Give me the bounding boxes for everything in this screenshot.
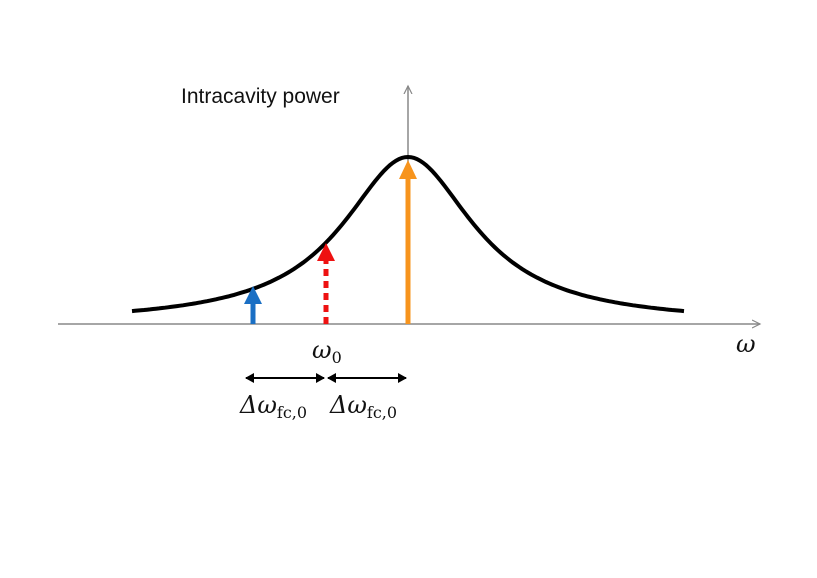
symbol: ω [312, 336, 332, 364]
center-label: ω0 [312, 336, 342, 367]
subscript: fc,0 [277, 403, 307, 422]
spacing-label: Δωfc,0 [329, 391, 397, 422]
subscript: fc,0 [367, 403, 397, 422]
x-axis-label: ω [736, 330, 756, 358]
arrow-head [399, 160, 417, 179]
spacing-label: Δωfc,0 [239, 391, 307, 422]
symbol: Δω [239, 391, 277, 419]
resonance-curve [131, 154, 685, 314]
arrow-head [317, 243, 335, 261]
subscript: 0 [332, 348, 342, 367]
symbol: Δω [329, 391, 367, 419]
arrow-head [244, 286, 262, 304]
y-axis-label: Intracavity power [181, 85, 340, 108]
